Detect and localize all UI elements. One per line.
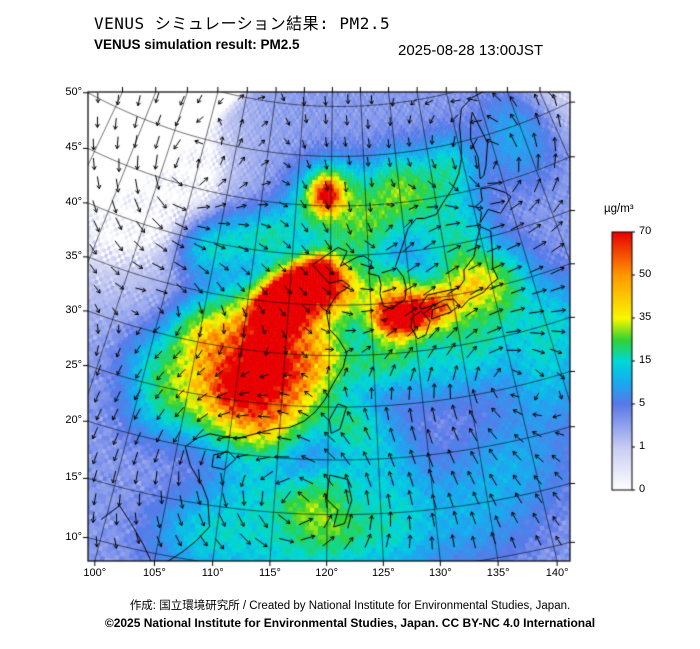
lat-tick-label: 15° bbox=[65, 471, 82, 484]
colorbar-tick-label: 15 bbox=[639, 354, 652, 366]
footer-credit: 作成: 国立環境研究所 / Created by National Instit… bbox=[129, 600, 571, 612]
footer-copyright: ©2025 National Institute for Environment… bbox=[104, 616, 596, 630]
lon-tick-label: 115° bbox=[258, 567, 281, 579]
lat-tick-label: 45° bbox=[65, 141, 82, 154]
lon-tick-label: 130° bbox=[428, 567, 452, 579]
lon-tick-label: 125° bbox=[371, 567, 395, 579]
page-title-english: VENUS simulation result: PM2.5 bbox=[94, 37, 300, 52]
lat-tick-label: 10° bbox=[65, 530, 82, 543]
lat-tick-label: 20° bbox=[65, 414, 82, 427]
lat-tick-label: 25° bbox=[65, 358, 82, 371]
lat-tick-label: 35° bbox=[65, 249, 82, 262]
lat-tick-label: 30° bbox=[65, 303, 82, 316]
lon-tick-label: 105° bbox=[143, 567, 166, 579]
colorbar-unit-label: µg/m³ bbox=[604, 203, 634, 215]
page-title-japanese: VENUS シミュレーション結果: PM2.5 bbox=[94, 14, 391, 33]
lat-tick-label: 40° bbox=[65, 195, 82, 208]
lat-tick-label: 50° bbox=[65, 85, 82, 98]
lon-tick-label: 135° bbox=[486, 567, 510, 579]
colorbar-tick-label: 0 bbox=[639, 483, 646, 495]
colorbar-tick-label: 1 bbox=[639, 440, 646, 452]
lon-tick-label: 120° bbox=[315, 567, 339, 579]
colorbar-tick-label: 70 bbox=[639, 225, 652, 237]
colorbar-tick-label: 50 bbox=[639, 268, 652, 280]
timestamp: 2025-08-28 13:00JST bbox=[398, 42, 544, 59]
colorbar-tick-label: 5 bbox=[639, 397, 646, 409]
lon-tick-label: 110° bbox=[201, 567, 224, 579]
lon-tick-label: 140° bbox=[545, 567, 569, 579]
colorbar-tick-label: 35 bbox=[639, 311, 652, 323]
lon-tick-label: 100° bbox=[83, 567, 107, 579]
